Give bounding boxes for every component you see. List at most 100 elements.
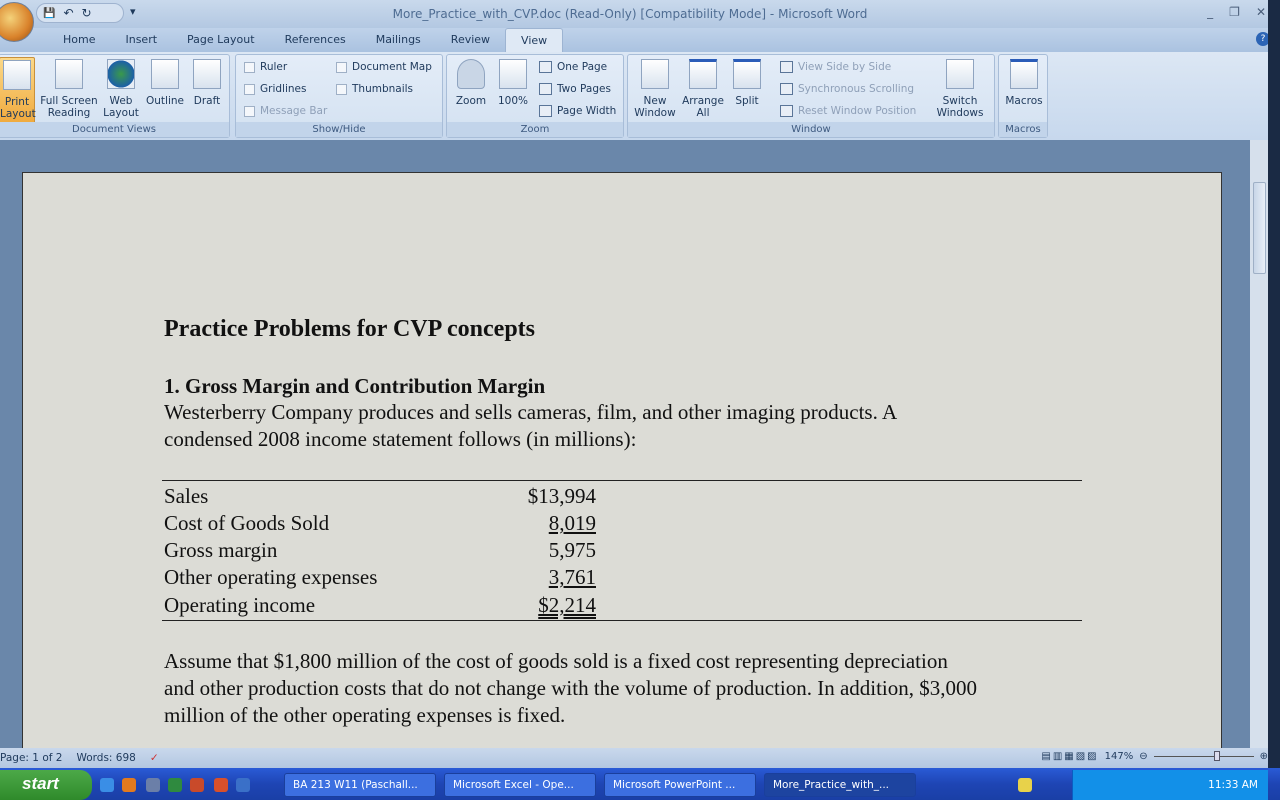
tab-review[interactable]: Review xyxy=(450,33,491,46)
row-amount: $2,214 xyxy=(538,593,596,617)
arrange-all-button[interactable]: Arrange All xyxy=(680,57,726,119)
word-count[interactable]: Words: 698 xyxy=(76,752,136,764)
zoom-controls: ▤▥▦▧▨ 147% ⊖ ⊕ xyxy=(1041,751,1268,762)
row-amount: 8,019 xyxy=(548,511,596,535)
reset-window-position-button: Reset Window Position xyxy=(780,105,916,117)
message-bar-checkbox: Message Bar xyxy=(244,105,327,117)
synchronous-scrolling-button: Synchronous Scrolling xyxy=(780,83,914,95)
proofing-icon[interactable]: ✓ xyxy=(149,752,159,764)
group-macros: Macros Macros xyxy=(998,54,1048,138)
macros-icon xyxy=(1010,59,1038,89)
task-powerpoint[interactable]: Microsoft PowerPoint ... xyxy=(604,773,756,797)
table-row: Sales $13,994 xyxy=(164,484,596,509)
excel-icon[interactable] xyxy=(168,778,182,792)
app-icon[interactable] xyxy=(190,778,204,792)
row-label: Cost of Goods Sold xyxy=(164,511,330,535)
office-button[interactable] xyxy=(0,2,34,42)
task-word[interactable]: More_Practice_with_... xyxy=(764,773,916,797)
page-width-button[interactable]: Page Width xyxy=(539,105,616,117)
help-icon[interactable]: ? xyxy=(1256,32,1270,46)
undo-icon[interactable]: ↶ xyxy=(63,6,74,20)
table-row: Operating income $2,214 xyxy=(164,593,596,618)
app-icon[interactable] xyxy=(146,778,160,792)
outline-button[interactable]: Outline xyxy=(143,57,187,107)
zoom-button[interactable]: Zoom xyxy=(453,57,489,107)
page-count[interactable]: Page: 1 of 2 xyxy=(0,752,63,764)
split-button[interactable]: Split xyxy=(728,57,766,107)
new-window-icon xyxy=(641,59,669,89)
web-layout-icon xyxy=(107,59,135,89)
web-layout-button[interactable]: Web Layout xyxy=(101,57,141,119)
clock[interactable]: 11:33 AM xyxy=(1208,779,1258,791)
full-screen-reading-button[interactable]: Full Screen Reading xyxy=(39,57,99,119)
row-amount: 5,975 xyxy=(548,538,596,562)
group-label: Document Views xyxy=(0,122,229,137)
view-buttons-icon[interactable]: ▤▥▦▧▨ xyxy=(1041,751,1099,762)
draft-button[interactable]: Draft xyxy=(189,57,225,107)
document-page[interactable] xyxy=(22,172,1222,772)
restore-button[interactable]: ❐ xyxy=(1229,5,1240,19)
powerpoint-icon[interactable] xyxy=(214,778,228,792)
start-button[interactable]: start xyxy=(0,770,92,800)
switch-windows-button[interactable]: Switch Windows xyxy=(928,57,992,119)
group-label: Macros xyxy=(999,122,1047,137)
status-bar: Page: 1 of 2 Words: 698 ✓ xyxy=(0,748,1268,768)
print-layout-button[interactable]: Print Layout xyxy=(0,57,36,125)
redo-icon[interactable]: ↻ xyxy=(81,6,92,20)
tab-references[interactable]: References xyxy=(284,33,346,46)
tab-insert[interactable]: Insert xyxy=(125,33,158,46)
row-label: Other operating expenses xyxy=(164,565,378,589)
customize-qat-icon[interactable]: ▾ xyxy=(130,5,136,18)
zoom-slider-thumb[interactable] xyxy=(1213,751,1220,761)
paragraph-line: condensed 2008 income statement follows … xyxy=(164,427,637,451)
zoom-slider[interactable] xyxy=(1153,751,1254,761)
close-button[interactable]: ✕ xyxy=(1255,5,1266,19)
ribbon-tabs: Home Insert Page Layout References Maili… xyxy=(0,28,1280,52)
gridlines-checkbox[interactable]: Gridlines xyxy=(244,83,306,95)
checkbox-icon xyxy=(336,83,347,95)
save-icon[interactable]: 💾 xyxy=(43,7,56,19)
paragraph-line: and other production costs that do not c… xyxy=(164,676,978,700)
zoom-in-icon[interactable]: ⊕ xyxy=(1259,751,1268,762)
task-firefox[interactable]: BA 213 W11 (Paschall... xyxy=(284,773,436,797)
tab-home[interactable]: Home xyxy=(63,33,96,46)
one-page-icon xyxy=(539,61,552,73)
thumbnails-checkbox[interactable]: Thumbnails xyxy=(336,83,413,95)
one-page-button[interactable]: One Page xyxy=(539,61,607,73)
row-amount: $13,994 xyxy=(527,484,596,508)
arrange-all-icon xyxy=(689,59,717,89)
zoom-level[interactable]: 147% xyxy=(1104,751,1134,762)
document-map-checkbox[interactable]: Document Map xyxy=(336,61,432,73)
new-window-button[interactable]: New Window xyxy=(630,57,680,119)
table-row: Gross margin 5,975 xyxy=(164,538,596,563)
table-row: Other operating expenses 3,761 xyxy=(164,565,596,590)
table-bottom-rule xyxy=(162,620,1082,621)
magnifier-icon xyxy=(457,59,485,89)
zoom-out-icon[interactable]: ⊖ xyxy=(1139,751,1148,762)
quick-access-toolbar: 💾 ↶ ↻ xyxy=(36,3,124,23)
tab-page-layout[interactable]: Page Layout xyxy=(187,33,255,46)
two-pages-button[interactable]: Two Pages xyxy=(539,83,611,95)
help-tray-icon[interactable] xyxy=(1018,778,1032,792)
ruler-checkbox[interactable]: Ruler xyxy=(244,61,287,73)
table-row: Cost of Goods Sold 8,019 xyxy=(164,511,596,536)
firefox-icon[interactable] xyxy=(122,778,136,792)
group-window: New Window Arrange All Split View Side b… xyxy=(627,54,995,138)
app-icon[interactable] xyxy=(236,778,250,792)
row-label: Gross margin xyxy=(164,538,278,562)
vertical-scrollbar[interactable] xyxy=(1250,140,1268,748)
minimize-button[interactable]: _ xyxy=(1207,5,1214,19)
zoom-100-button[interactable]: 100% xyxy=(495,57,531,107)
task-excel[interactable]: Microsoft Excel - Ope... xyxy=(444,773,596,797)
print-layout-icon xyxy=(3,60,31,90)
draft-icon xyxy=(193,59,221,89)
paragraph-line: million of the other operating expenses … xyxy=(164,703,566,727)
checkbox-icon xyxy=(244,105,255,117)
macros-button[interactable]: Macros xyxy=(1001,57,1047,107)
tab-view[interactable]: View xyxy=(505,28,564,52)
ie-icon[interactable] xyxy=(100,778,114,792)
window-controls: _ ❐ ✕ xyxy=(1207,5,1266,19)
screen-edge xyxy=(1268,0,1280,768)
scrollbar-thumb[interactable] xyxy=(1253,182,1266,274)
tab-mailings[interactable]: Mailings xyxy=(375,33,421,46)
